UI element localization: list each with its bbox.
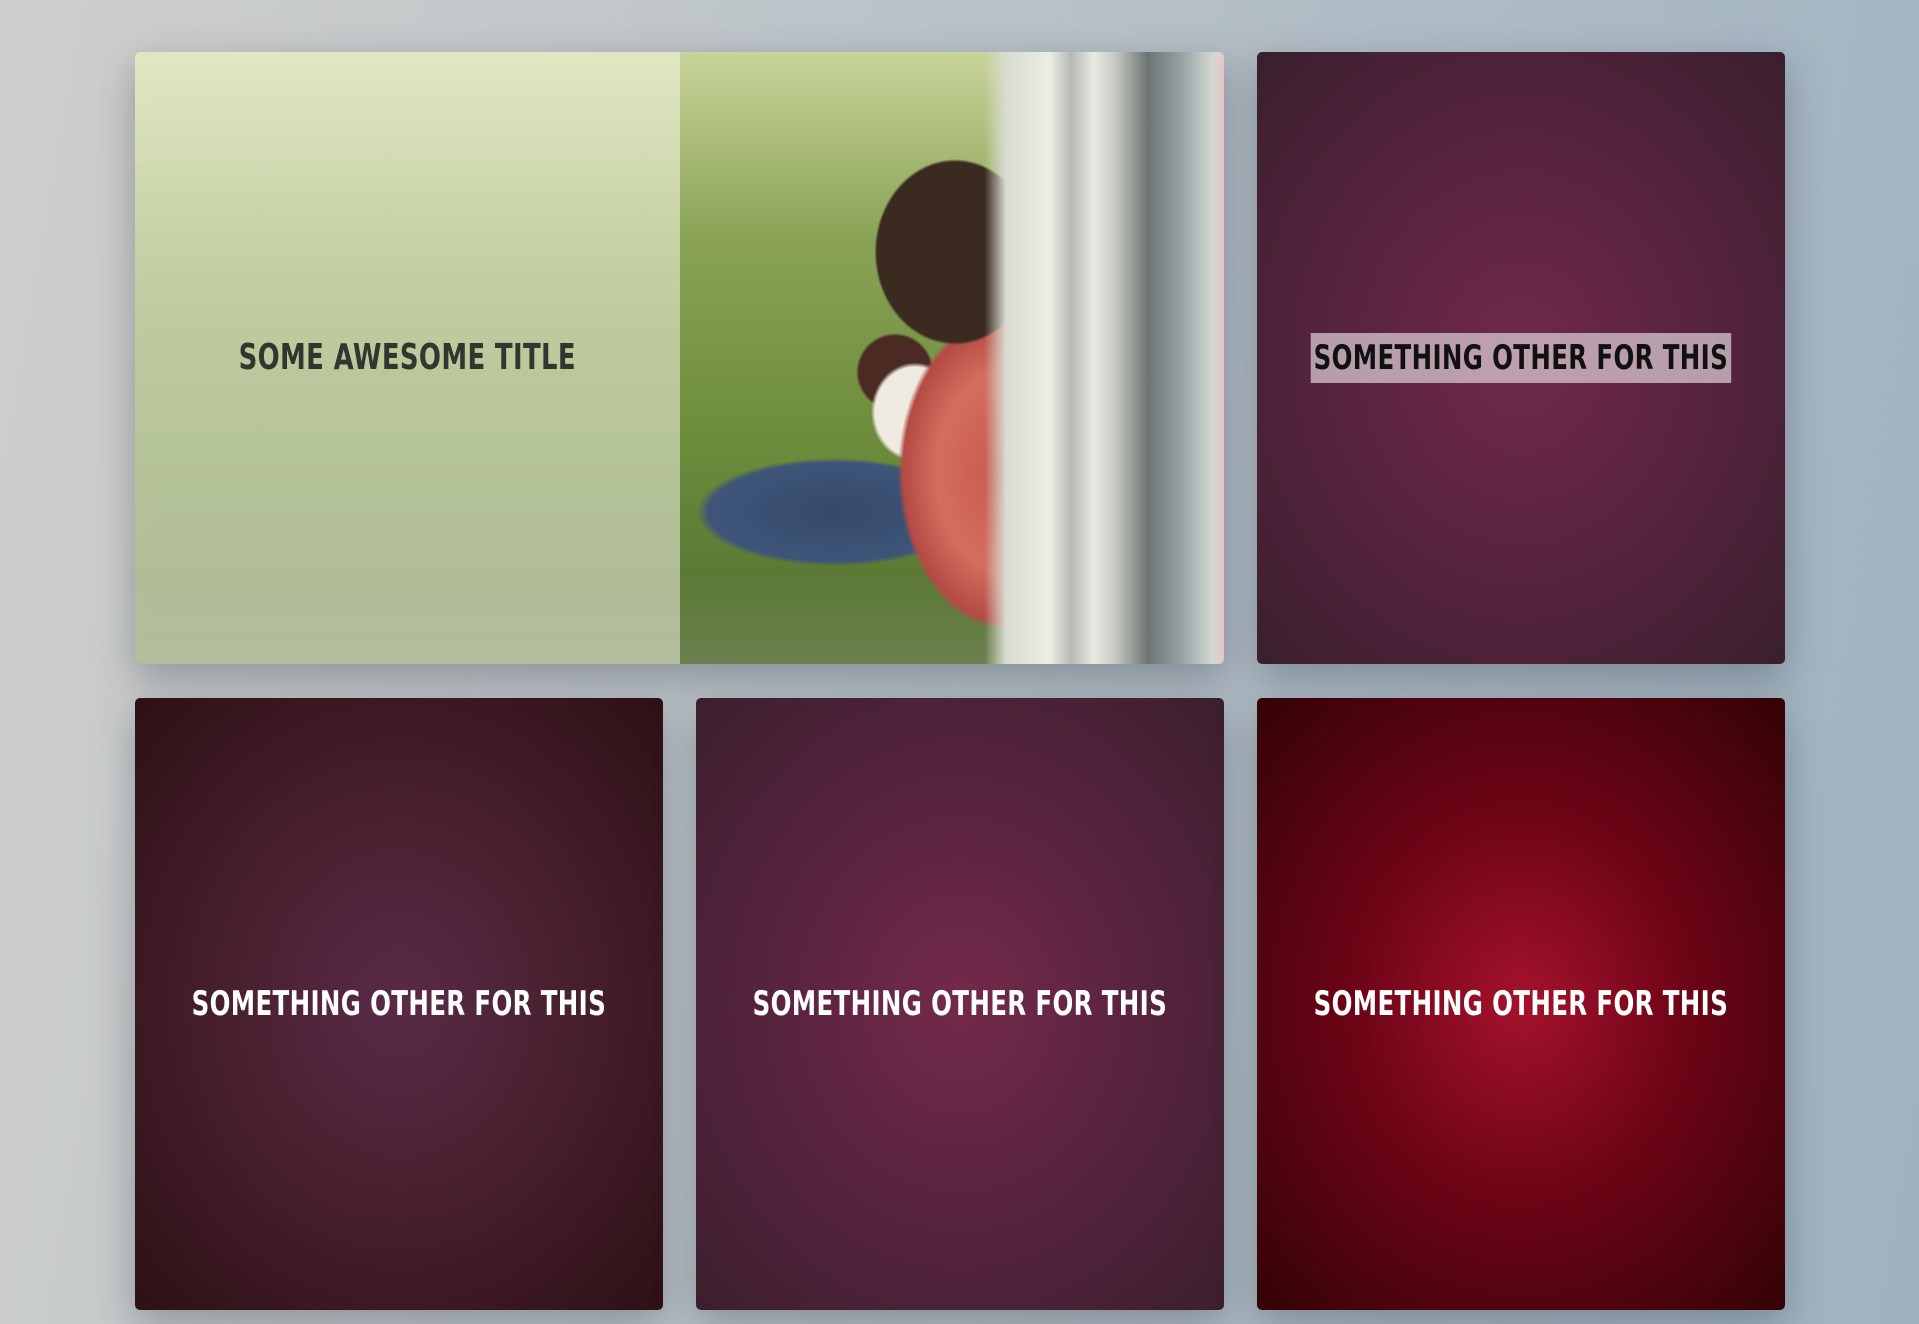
gradient-card[interactable]: SOMETHING OTHER FOR THIS: [1257, 698, 1785, 1310]
card-title: SOMETHING OTHER FOR THIS: [191, 984, 607, 1024]
card-title: SOMETHING OTHER FOR THIS: [1313, 984, 1729, 1024]
featured-photo-card[interactable]: SOME AWESOME TITLE: [135, 52, 1224, 664]
gradient-card[interactable]: SOMETHING OTHER FOR THIS: [1257, 52, 1785, 664]
gradient-card[interactable]: SOMETHING OTHER FOR THIS: [696, 698, 1224, 1310]
card-title: SOMETHING OTHER FOR THIS: [752, 984, 1168, 1024]
card-title-selected: SOMETHING OTHER FOR THIS: [1310, 333, 1732, 383]
frosted-title-panel: SOME AWESOME TITLE: [135, 52, 680, 664]
gradient-card[interactable]: SOMETHING OTHER FOR THIS: [135, 698, 663, 1310]
card-title: SOME AWESOME TITLE: [238, 337, 577, 378]
